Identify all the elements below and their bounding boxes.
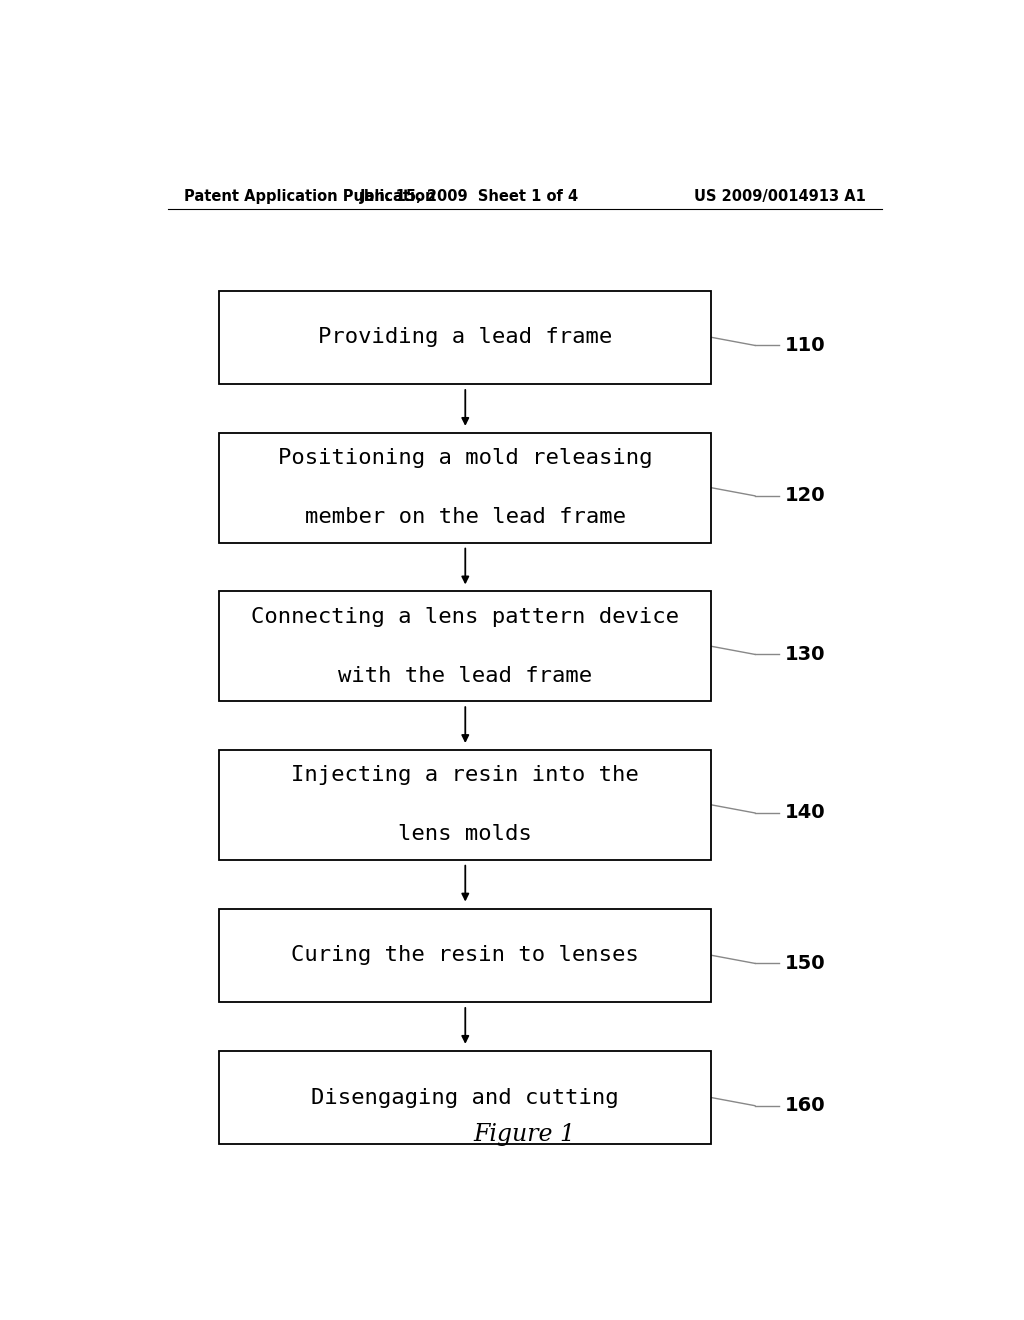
Text: 120: 120 — [785, 486, 825, 506]
Text: Providing a lead frame: Providing a lead frame — [318, 327, 612, 347]
Bar — [219, 290, 712, 384]
Bar — [219, 750, 712, 859]
Text: 110: 110 — [785, 335, 825, 355]
Text: Figure 1: Figure 1 — [474, 1122, 575, 1146]
Text: 130: 130 — [785, 645, 825, 664]
Bar — [219, 908, 712, 1002]
Text: US 2009/0014913 A1: US 2009/0014913 A1 — [694, 189, 866, 203]
Text: Positioning a mold releasing: Positioning a mold releasing — [279, 447, 652, 469]
Text: Connecting a lens pattern device: Connecting a lens pattern device — [251, 607, 679, 627]
Text: 160: 160 — [785, 1096, 825, 1115]
Text: 140: 140 — [785, 804, 825, 822]
Bar — [219, 1051, 712, 1144]
Text: Injecting a resin into the: Injecting a resin into the — [292, 766, 639, 785]
Text: 150: 150 — [785, 954, 825, 973]
Text: Curing the resin to lenses: Curing the resin to lenses — [292, 945, 639, 965]
Text: with the lead frame: with the lead frame — [338, 665, 592, 686]
Bar — [219, 591, 712, 701]
Text: Disengaging and cutting: Disengaging and cutting — [311, 1088, 620, 1107]
Bar — [219, 433, 712, 543]
Text: Jan. 15, 2009  Sheet 1 of 4: Jan. 15, 2009 Sheet 1 of 4 — [359, 189, 579, 203]
Text: lens molds: lens molds — [398, 825, 532, 845]
Text: Patent Application Publication: Patent Application Publication — [183, 189, 435, 203]
Text: member on the lead frame: member on the lead frame — [305, 507, 626, 528]
